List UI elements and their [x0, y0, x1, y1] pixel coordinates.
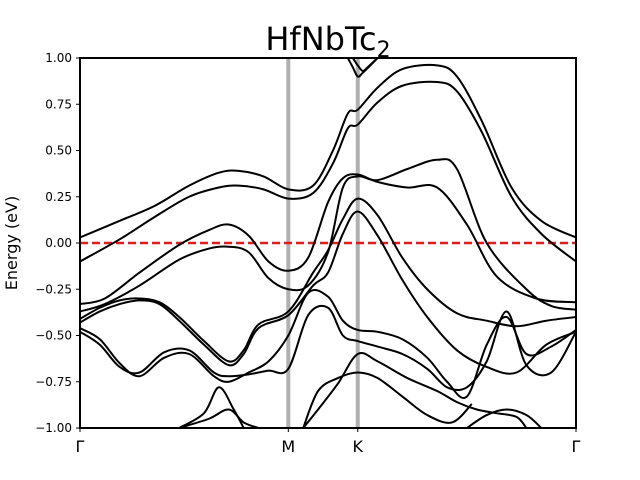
kpoint-label: K [353, 437, 364, 456]
band-line [346, 58, 379, 78]
band-line [302, 371, 473, 428]
band-line [80, 80, 576, 263]
kpoint-label: M [281, 437, 295, 456]
band-line [178, 408, 259, 428]
band-line [80, 210, 576, 375]
kpoint-label: Γ [572, 437, 581, 456]
y-tick-label: 0.25 [45, 190, 72, 204]
band-line [178, 386, 245, 428]
y-tick-label: −0.75 [35, 375, 72, 389]
y-tick-label: 0.00 [45, 236, 72, 250]
band-line [302, 352, 528, 428]
y-tick-label: −0.25 [35, 282, 72, 296]
y-tick-label: −1.00 [35, 421, 72, 435]
y-tick-label: 1.00 [45, 51, 72, 65]
bands-group [80, 58, 576, 428]
y-tick-label: 0.75 [45, 97, 72, 111]
band-line [80, 173, 576, 306]
y-axis-ticks: 1.00 0.75 0.50 0.25 0.00 −0.25 −0.50 −0.75 −1.00 [35, 51, 80, 435]
chart-title: HfNbTc2 [265, 20, 390, 63]
kpoint-label: Γ [76, 437, 85, 456]
band-line [80, 63, 576, 239]
band-line [80, 158, 576, 313]
band-line [80, 197, 576, 363]
y-tick-label: −0.50 [35, 329, 72, 343]
band-line [80, 304, 576, 392]
band-line [466, 408, 542, 428]
y-axis-label: Energy (eV) [2, 196, 21, 290]
y-tick-label: 0.50 [45, 144, 72, 158]
band-line [80, 289, 576, 399]
band-line [351, 58, 379, 72]
chart-title-main: HfNbTc [265, 20, 376, 58]
chart-title-subscript: 2 [377, 38, 391, 63]
